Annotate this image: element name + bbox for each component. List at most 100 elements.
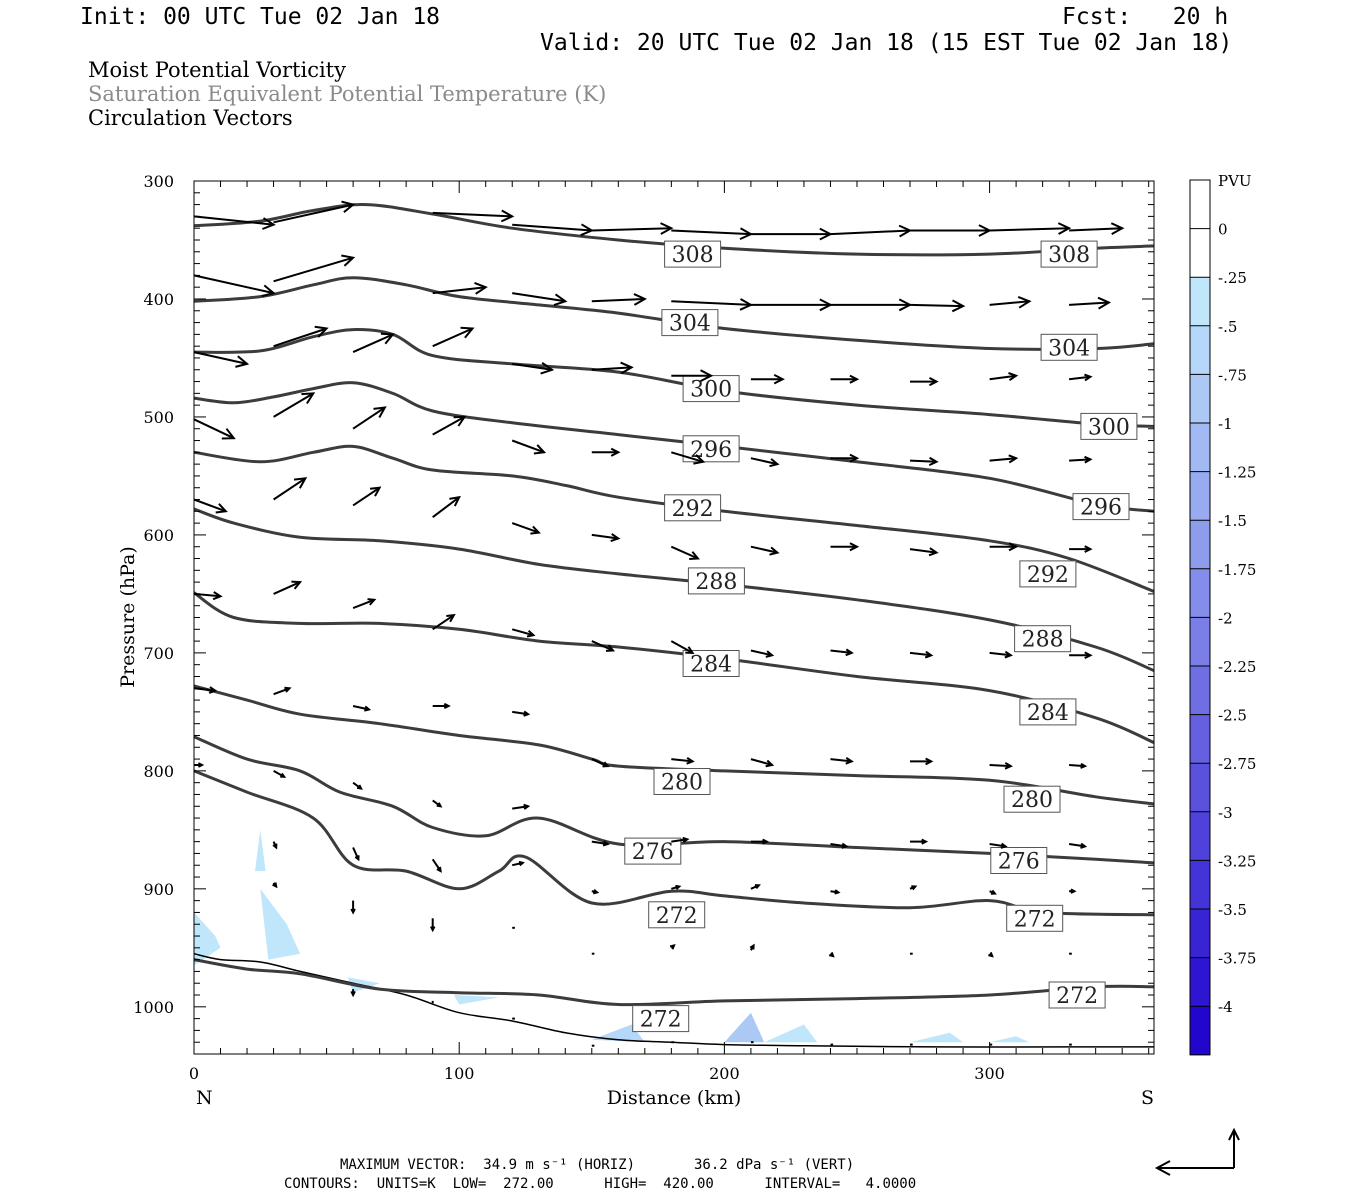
wind-vector [1069,296,1112,310]
wind-vector [352,486,382,507]
wind-vector [512,292,568,307]
wind-vector [989,222,1072,235]
wind-vector [352,598,377,610]
wind-vector [909,885,918,891]
contour-label: 292 [672,497,714,522]
contour-label: 288 [1022,628,1064,653]
wind-vector [432,281,488,295]
colorbar-label: -2 [1218,609,1233,627]
contour-272-9 [193,769,1155,917]
contour-296-3 [193,381,1155,513]
wind-vector [989,650,1013,659]
wind-vector [1069,888,1077,894]
wind-vector [750,374,785,385]
contour-304-1 [193,276,1155,351]
contour-label: 300 [1088,415,1130,440]
wind-vector [272,841,278,850]
wind-vector [750,545,780,556]
colorbar-label: -1.5 [1218,512,1247,530]
wind-vector [670,640,695,654]
y-tick-label: 1000 [133,998,174,1017]
wind-vector [350,900,356,915]
colorbar-swatch [1190,471,1210,521]
forecast-hour: Fcst: 20 h [1062,4,1229,30]
wind-vector [671,451,706,465]
wind-vector [352,332,395,354]
contour-label: 272 [1056,984,1098,1009]
colorbar-label: -3.25 [1218,852,1256,870]
contour-label: 296 [690,438,732,463]
colorbar-swatch [1190,714,1210,764]
wind-vector [352,847,360,862]
wind-vector [591,640,616,652]
wind-vector [193,351,250,368]
wind-vector [193,498,228,514]
pv-patch-6 [724,1012,765,1043]
wind-vector [830,298,913,312]
colorbar-label: -.25 [1218,269,1247,287]
wind-vector [273,254,356,283]
y-axis-title: Pressure (hPa) [117,546,139,688]
x-axis-title: Distance (km) [607,1087,742,1109]
contour-label-box [1019,560,1077,588]
wind-vector [273,770,287,778]
y-tick-label: 700 [143,644,174,663]
contour-label-box [1006,904,1064,932]
contour-label-box [653,768,711,795]
contour-label-box [1080,412,1138,440]
colorbar-swatch [1190,1006,1210,1056]
wind-vector [273,325,329,348]
wind-vector [671,369,714,382]
wind-vector [830,757,854,765]
wind-vector [988,952,994,958]
max-vector-text: MAXIMUM VECTOR: 34.9 m s⁻¹ (HORIZ) 36.2 … [340,1157,855,1173]
wind-vector [352,781,363,790]
wind-vector [671,836,690,843]
colorbar-label: -2.25 [1218,658,1256,676]
wind-vector [671,884,682,890]
colorbar-label: -3 [1218,804,1233,822]
y-tick-label: 500 [143,408,174,427]
wind-vector [750,649,775,658]
contour-284-6 [193,591,1155,744]
wind-vector [989,454,1019,464]
wind-vector [432,613,456,631]
wind-vector [273,686,292,696]
contour-label-box [682,435,740,463]
contour-label-box [1014,625,1072,653]
pv-patch-0 [194,912,221,966]
reference-vector-icon [1154,1127,1240,1176]
colorbar-swatch [1190,811,1210,861]
contour-272-10 [193,958,1155,1007]
contour-label: 272 [640,1008,682,1033]
colorbar-label: -1.75 [1218,561,1256,579]
wind-vector [750,758,775,768]
wind-vector [671,227,754,241]
wind-vector [432,209,515,223]
contour-label-box [682,650,740,677]
colorbar-swatch [1190,617,1210,667]
wind-vector [432,415,467,436]
colorbar-label: -2.75 [1218,755,1256,773]
colorbar-label: -.5 [1218,318,1237,336]
colorbar-label: -3.5 [1218,901,1247,919]
title-vectors: Circulation Vectors [88,106,293,130]
pv-patch-4 [453,995,499,1005]
contour-label: 280 [661,771,703,796]
valid-time: Valid: 20 UTC Tue 02 Jan 18 (15 EST Tue … [540,30,1233,56]
x-tick-label: 200 [709,1064,740,1083]
contour-label-box [648,901,706,929]
contour-label: 288 [695,570,737,595]
colorbar-label: -4 [1218,998,1233,1016]
wind-vector [830,889,841,895]
wind-vector [511,439,547,455]
contour-label: 300 [690,378,732,403]
wind-vector [671,298,754,311]
wind-vector [830,453,860,463]
contour-label-box [664,494,722,522]
wind-vector [432,799,443,808]
pv-colorbar: PVU 0 -.25 -.5 -.75 -1 -1.25 -1.5 -1.75 -2 -2.25 -2… [1189,172,1256,1056]
wind-vector [750,298,833,312]
wind-vector [591,889,600,895]
